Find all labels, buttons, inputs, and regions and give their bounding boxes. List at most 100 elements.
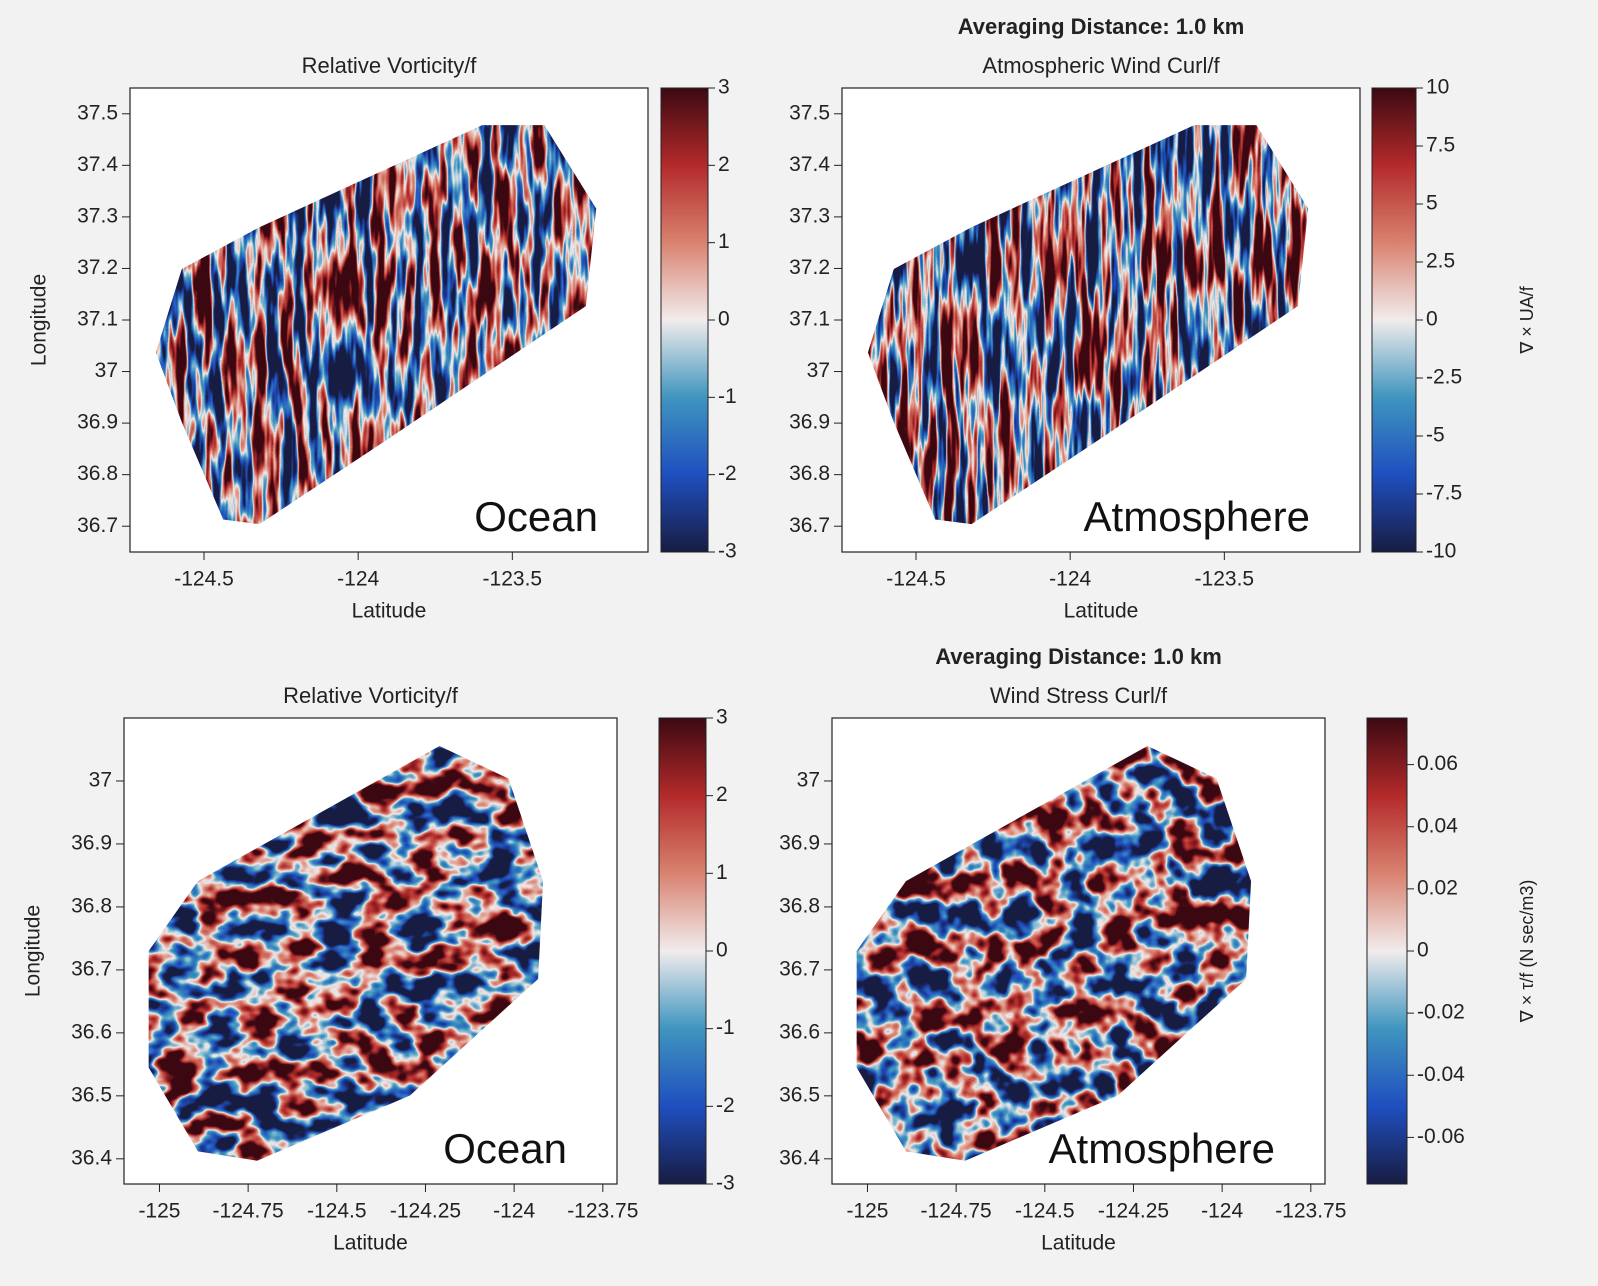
colorbar-tick-label: 2 [716,783,728,806]
y-tick-label: 36.8 [71,894,112,917]
y-tick-label: 36.9 [71,831,112,854]
y-tick-label: 37.1 [77,308,118,331]
x-tick-label: -123.75 [1275,1200,1346,1223]
panel-title: Relative Vorticity/f [302,53,478,78]
colorbar-tick-label: 0 [1426,308,1438,331]
y-tick-label: 36.7 [77,514,118,537]
x-tick-label: -124.5 [174,568,234,591]
x-tick-label: -123.5 [1195,568,1255,591]
panel-annotation: Atmosphere [1084,493,1310,540]
colorbar-tick-label: -0.06 [1417,1125,1465,1148]
x-axis-label: Latitude [352,600,427,623]
x-tick-label: -125 [846,1200,888,1223]
x-tick-label: -124.25 [1098,1200,1169,1223]
colorbar-tick-label: -10 [1426,540,1456,563]
y-tick-label: 37.1 [789,308,830,331]
colorbar-tick-label: -5 [1426,424,1445,447]
y-tick-label: 36.7 [779,957,820,980]
y-tick-label: 37.5 [789,101,830,124]
colorbar-tick-label: 2.5 [1426,250,1455,273]
colorbar-tick-label: -1 [718,385,737,408]
x-tick-label: -124 [337,568,379,591]
colorbar [1366,717,1408,1185]
colorbar-tick-label: -0.04 [1417,1063,1465,1086]
y-tick-label: 37.2 [77,256,118,279]
colorbar-tick-label: 3 [718,76,730,99]
x-axis-label: Latitude [1064,600,1139,623]
y-tick-label: 37.5 [77,101,118,124]
x-tick-label: -124.75 [213,1200,284,1223]
y-tick-label: 36.8 [779,894,820,917]
colorbar-tick-label: -0.02 [1417,1001,1465,1024]
colorbar-tick-label: -1 [716,1016,735,1039]
y-tick-label: 36.5 [779,1083,820,1106]
x-tick-label: -124.5 [1015,1200,1075,1223]
colorbar-tick-label: 1 [718,230,730,253]
colorbar-label: ∇ × τ/f (N sec/m3) [1517,880,1537,1024]
panel-title: Relative Vorticity/f [283,683,459,708]
y-tick-label: 36.8 [77,462,118,485]
colorbar-tick-label: 5 [1426,192,1438,215]
colorbar-tick-label: -2 [718,462,737,485]
colorbar-tick-label: -7.5 [1426,482,1462,505]
x-tick-label: -124.5 [307,1200,367,1223]
x-tick-label: -124 [1201,1200,1243,1223]
panel-annotation: Ocean [443,1125,567,1172]
y-tick-label: 36.9 [789,411,830,434]
y-axis-label: Longitude [28,274,51,366]
colorbar-tick-label: -3 [716,1172,735,1195]
colorbar-tick-label: -2.5 [1426,366,1462,389]
colorbar-tick-label: 10 [1426,76,1449,99]
colorbar-tick-label: 0 [718,308,730,331]
x-tick-label: -124.25 [390,1200,461,1223]
colorbar-tick-label: 2 [718,153,730,176]
x-tick-label: -123.5 [483,568,543,591]
colorbar-tick-label: 0.06 [1417,752,1458,775]
y-tick-label: 36.9 [77,411,118,434]
x-tick-label: -123.75 [567,1200,638,1223]
x-tick-label: -124 [1049,568,1091,591]
y-tick-label: 36.9 [779,831,820,854]
panel-annotation: Atmosphere [1049,1125,1275,1172]
panel-annotation: Ocean [474,493,598,540]
colorbar-tick-label: 0 [1417,939,1429,962]
super-title: Averaging Distance: 1.0 km [935,644,1222,669]
panel-title: Wind Stress Curl/f [990,683,1168,708]
y-tick-label: 36.6 [779,1020,820,1043]
y-tick-label: 37 [89,769,112,792]
x-axis-label: Latitude [1041,1232,1116,1255]
y-tick-label: 37.3 [77,204,118,227]
x-tick-label: -124.5 [886,568,946,591]
panel-title: Atmospheric Wind Curl/f [982,53,1220,78]
colorbar-label: ∇ × UA/f [1517,285,1537,355]
y-axis-label: Longitude [22,905,45,997]
colorbar [658,717,707,1185]
y-tick-label: 36.7 [71,957,112,980]
y-tick-label: 36.8 [789,462,830,485]
colorbar-tick-label: 3 [716,706,728,729]
x-tick-label: -124.75 [921,1200,992,1223]
y-tick-label: 37 [95,359,118,382]
x-axis-label: Latitude [333,1232,408,1255]
colorbar-tick-label: 0.04 [1417,814,1458,837]
y-tick-label: 37.4 [789,153,830,176]
colorbar [660,87,709,553]
colorbar-tick-label: 0 [716,939,728,962]
y-tick-label: 37.3 [789,204,830,227]
x-tick-label: -124 [493,1200,535,1223]
y-tick-label: 36.4 [779,1146,820,1169]
y-tick-label: 37.2 [789,256,830,279]
y-tick-label: 36.4 [71,1146,112,1169]
y-tick-label: 36.7 [789,514,830,537]
colorbar-tick-label: -3 [718,540,737,563]
y-tick-label: 36.5 [71,1083,112,1106]
colorbar-tick-label: -2 [716,1094,735,1117]
colorbar-tick-label: 0.02 [1417,876,1458,899]
y-tick-label: 37 [807,359,830,382]
y-tick-label: 37.4 [77,153,118,176]
super-title: Averaging Distance: 1.0 km [958,14,1245,39]
colorbar-tick-label: 7.5 [1426,134,1455,157]
colorbar [1371,87,1417,553]
colorbar-tick-label: 1 [716,861,728,884]
